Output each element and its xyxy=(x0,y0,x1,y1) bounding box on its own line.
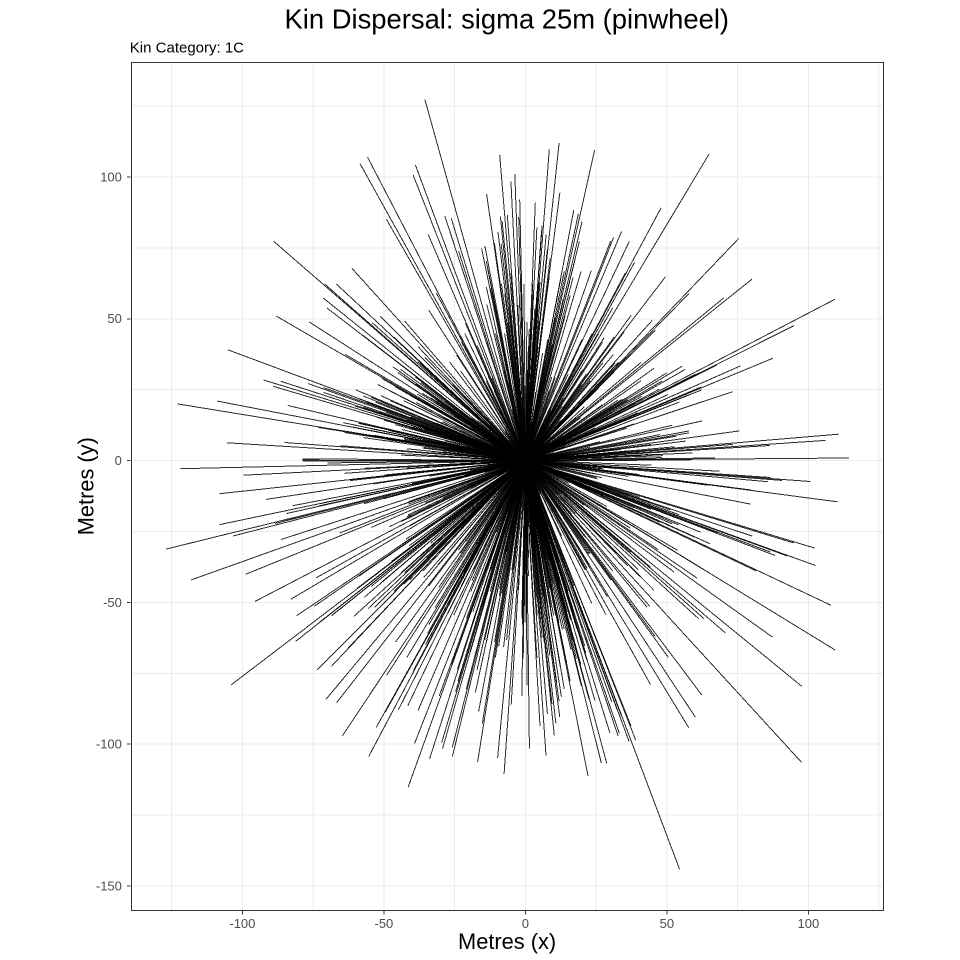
svg-text:-50: -50 xyxy=(103,595,122,610)
svg-text:0: 0 xyxy=(115,453,122,468)
svg-text:-50: -50 xyxy=(375,916,394,931)
svg-text:50: 50 xyxy=(660,916,674,931)
svg-text:-150: -150 xyxy=(96,878,122,893)
svg-text:100: 100 xyxy=(100,169,122,184)
svg-text:-100: -100 xyxy=(96,737,122,752)
svg-text:50: 50 xyxy=(107,311,121,326)
svg-text:-100: -100 xyxy=(229,916,255,931)
svg-text:Kin Dispersal: sigma 25m (pinw: Kin Dispersal: sigma 25m (pinwheel) xyxy=(285,4,730,35)
svg-text:Metres (y): Metres (y) xyxy=(73,437,98,535)
svg-text:0: 0 xyxy=(522,916,529,931)
svg-text:Kin Category: 1C: Kin Category: 1C xyxy=(130,40,244,57)
svg-text:Metres (x): Metres (x) xyxy=(458,929,556,954)
svg-text:100: 100 xyxy=(798,916,820,931)
